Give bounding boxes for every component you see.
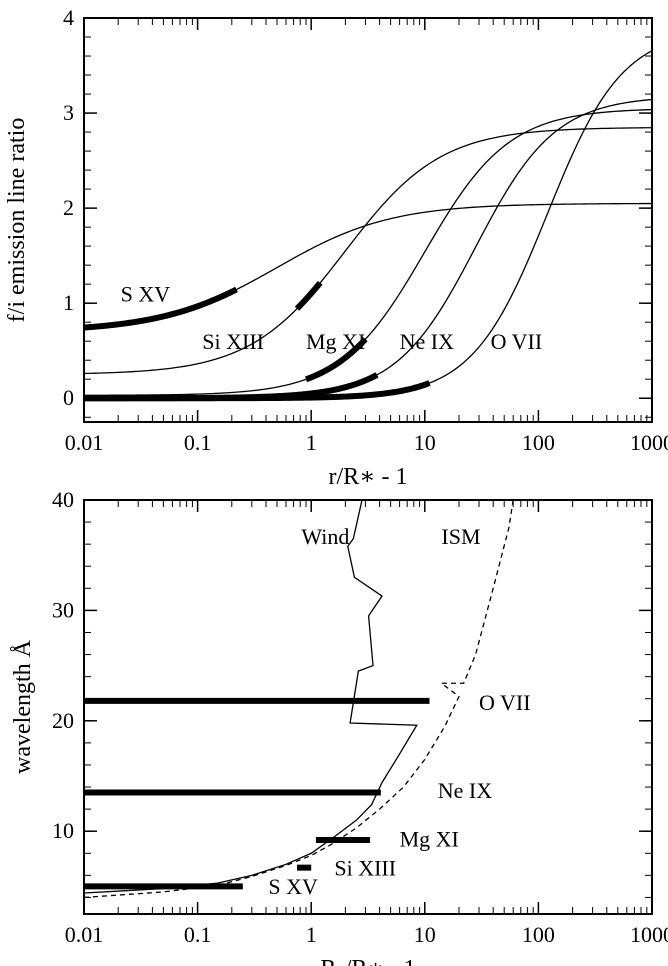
series-label: S XV (121, 281, 171, 306)
series-label: Ne IX (400, 329, 454, 354)
series-label: ISM (441, 524, 480, 549)
x-axis-label: r/R∗ - 1 (329, 464, 408, 490)
x-tick-label: 0.01 (65, 922, 104, 947)
series-mg-xi-constraint (305, 337, 368, 383)
y-tick-label: 10 (52, 818, 74, 843)
wind-curve (83, 499, 418, 894)
y-tick-label: 0 (63, 385, 74, 410)
y-tick-label: 40 (52, 487, 74, 512)
y-tick-label: 1 (63, 290, 74, 315)
y-tick-label: 20 (52, 708, 74, 733)
x-tick-label: 0.1 (184, 922, 212, 947)
x-tick-label: 100 (522, 430, 555, 455)
series-label: Si XIII (334, 855, 396, 880)
series-s-xv-constraint (83, 286, 238, 331)
y-tick-label: 4 (63, 5, 74, 30)
y-tick-label: 3 (63, 100, 74, 125)
x-tick-label: 10 (414, 922, 436, 947)
plot-frame (83, 499, 653, 915)
series-label: O VII (479, 690, 531, 715)
series-o-vii-constraint (84, 380, 431, 402)
series-si-xiii-constraint (294, 280, 323, 311)
series-label: Ne IX (438, 778, 492, 803)
series-label: Si XIII (202, 329, 264, 354)
series-label: O VII (491, 329, 543, 354)
series-label: Mg XI (306, 329, 365, 354)
x-tick-label: 100 (522, 922, 555, 947)
y-axis-label: f/i emission line ratio (4, 118, 30, 323)
series-mg-xi-curve (83, 108, 653, 396)
x-tick-label: 1 (306, 430, 317, 455)
x-axis-label: R₁/R∗ - 1 (320, 956, 415, 966)
y-tick-label: 2 (63, 195, 74, 220)
series-label: Mg XI (400, 827, 459, 852)
series-ne-ix-curve (84, 98, 653, 399)
x-tick-label: 0.1 (184, 430, 212, 455)
series-label: S XV (268, 874, 318, 899)
x-tick-label: 0.01 (65, 430, 104, 455)
y-tick-label: 30 (52, 597, 74, 622)
y-axis-label: wavelength Å (10, 639, 36, 774)
x-tick-label: 1 (306, 922, 317, 947)
plot-frame (83, 17, 653, 423)
series-label: Wind (301, 524, 349, 549)
x-tick-label: 10 (414, 430, 436, 455)
